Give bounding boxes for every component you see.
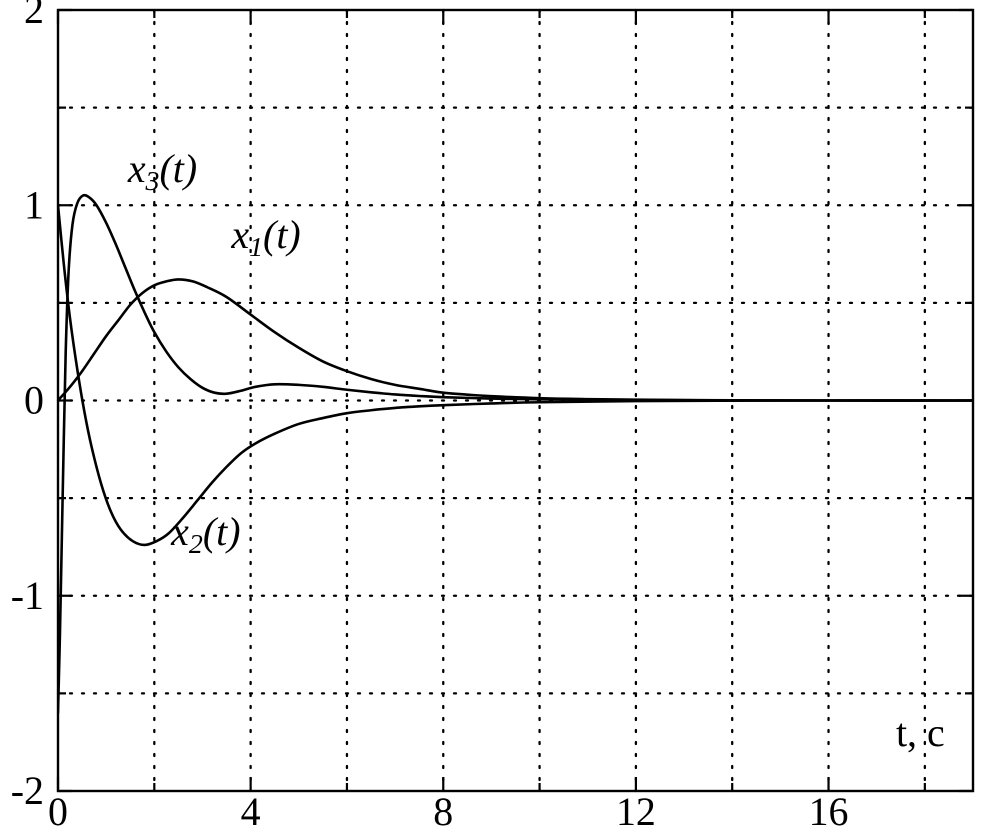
x-tick-label: 4 xyxy=(241,789,261,834)
y-tick-label: 0 xyxy=(24,378,44,423)
x-tick-label: 16 xyxy=(809,789,849,834)
x-tick-label: 12 xyxy=(616,789,656,834)
x-tick-label: 8 xyxy=(433,789,453,834)
y-tick-label: -1 xyxy=(11,573,44,618)
y-tick-label: 2 xyxy=(24,0,44,32)
label-x3: x3(t) xyxy=(127,146,197,197)
axis-label-x: t, c xyxy=(896,710,945,755)
y-tick-label: 1 xyxy=(24,182,44,227)
label-x2: x2(t) xyxy=(170,509,240,560)
y-tick-label: -2 xyxy=(11,768,44,813)
x-tick-label: 0 xyxy=(48,789,68,834)
label-x1: x1(t) xyxy=(230,212,300,263)
chart-container: 0481216-2-1012x1(t)x2(t)x3(t)t, c xyxy=(0,0,983,837)
